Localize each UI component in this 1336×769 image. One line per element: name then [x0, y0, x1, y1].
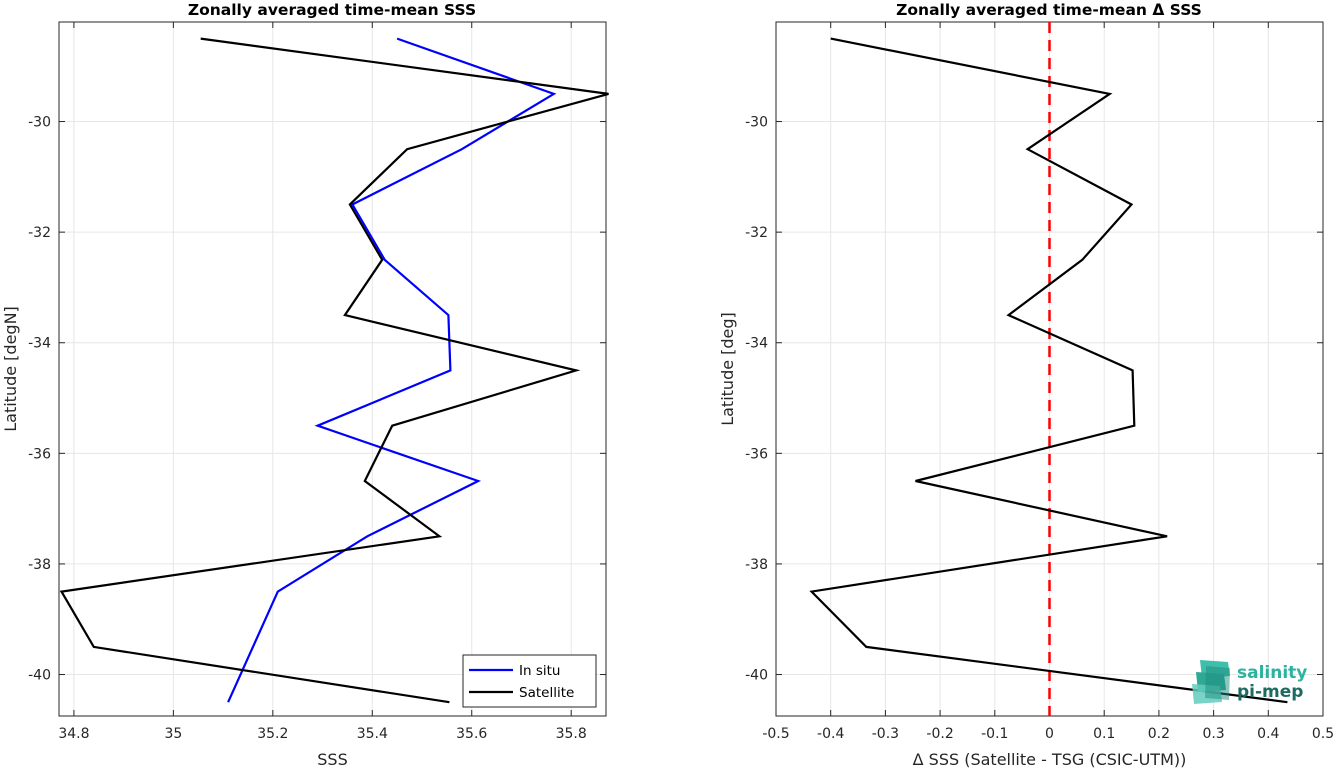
- chart0-xtick-label-0: 34.8: [58, 726, 89, 742]
- chart0-ytick-label-4: -32: [28, 225, 51, 241]
- logo-line-1: salinity: [1237, 663, 1307, 683]
- chart1-ylabel: Latitude [deg]: [718, 312, 737, 426]
- chart0-ytick-label-5: -30: [28, 115, 51, 131]
- chart1-title: Zonally averaged time-mean Δ SSS: [896, 1, 1202, 19]
- legend-label-1: Satellite: [519, 685, 574, 701]
- chart0-xtick-label-2: 35.2: [257, 726, 288, 742]
- chart1-xtick-label-6: 0.1: [1093, 726, 1115, 742]
- logo-line-2: pi-mep: [1237, 682, 1303, 702]
- logo-mark-icon: [1192, 660, 1230, 704]
- chart1-xtick-label-1: -0.4: [817, 726, 844, 742]
- chart1-xtick-label-5: 0: [1045, 726, 1054, 742]
- chart0-axes-box: [58, 21, 607, 717]
- chart1-xtick-label-10: 0.5: [1312, 726, 1334, 742]
- chart0-ytick-label-3: -34: [28, 336, 51, 352]
- chart1-ytick-label-4: -32: [745, 225, 768, 241]
- chart0-series-satellite-line: [59, 37, 609, 704]
- chart1-xtick-label-2: -0.3: [872, 726, 899, 742]
- chart0-xlabel: SSS: [317, 750, 347, 769]
- chart0-xtick-label-4: 35.6: [456, 726, 487, 742]
- chart0-series-in-situ-line: [227, 37, 557, 703]
- chart0-legend: In situ Satellite: [462, 654, 597, 708]
- chart1-ytick-label-1: -38: [745, 557, 768, 573]
- chart0-ylabel: Latitude [degN]: [1, 306, 20, 432]
- sss-axes: 34.8 35 35.2 35.4 35.6 35.8 -40 -38 -36 -34 -32 -30…: [1, 1, 609, 769]
- chart0-xtick-label-1: 35: [164, 726, 182, 742]
- chart1-ytick-label-2: -36: [745, 446, 768, 462]
- chart1-xtick-label-4: -0.1: [981, 726, 1008, 742]
- chart1-xtick-label-3: -0.2: [926, 726, 953, 742]
- chart1-ytick-label-5: -30: [745, 115, 768, 131]
- chart0-ytick-label-1: -38: [28, 557, 51, 573]
- chart1-xtick-label-8: 0.3: [1202, 726, 1224, 742]
- chart1-xtick-label-0: -0.5: [762, 726, 789, 742]
- chart1-series-delta-line: [809, 37, 1288, 704]
- chart1-xtick-label-9: 0.4: [1257, 726, 1279, 742]
- chart1-ytick-label-3: -34: [745, 336, 768, 352]
- chart0-title: Zonally averaged time-mean SSS: [188, 1, 476, 19]
- chart0-ytick-label-0: -40: [28, 668, 51, 684]
- chart1-xlabel: Δ SSS (Satellite - TSG (CSIC-UTM)): [913, 750, 1187, 769]
- chart1-ytick-label-0: -40: [745, 668, 768, 684]
- delta-sss-axes: -0.5 -0.4 -0.3 -0.2 -0.1 0 0.1 0.2 0.3 0.4 0.5 -40 -…: [718, 1, 1334, 769]
- chart0-xtick-label-5: 35.8: [556, 726, 587, 742]
- chart0-xtick-label-3: 35.4: [357, 726, 388, 742]
- legend-box: [462, 654, 597, 708]
- chart0-ytick-label-2: -36: [28, 446, 51, 462]
- chart1-xtick-label-7: 0.2: [1148, 726, 1170, 742]
- legend-label-0: In situ: [519, 663, 560, 679]
- salinity-pi-mep-logo: salinity pi-mep: [1192, 660, 1307, 704]
